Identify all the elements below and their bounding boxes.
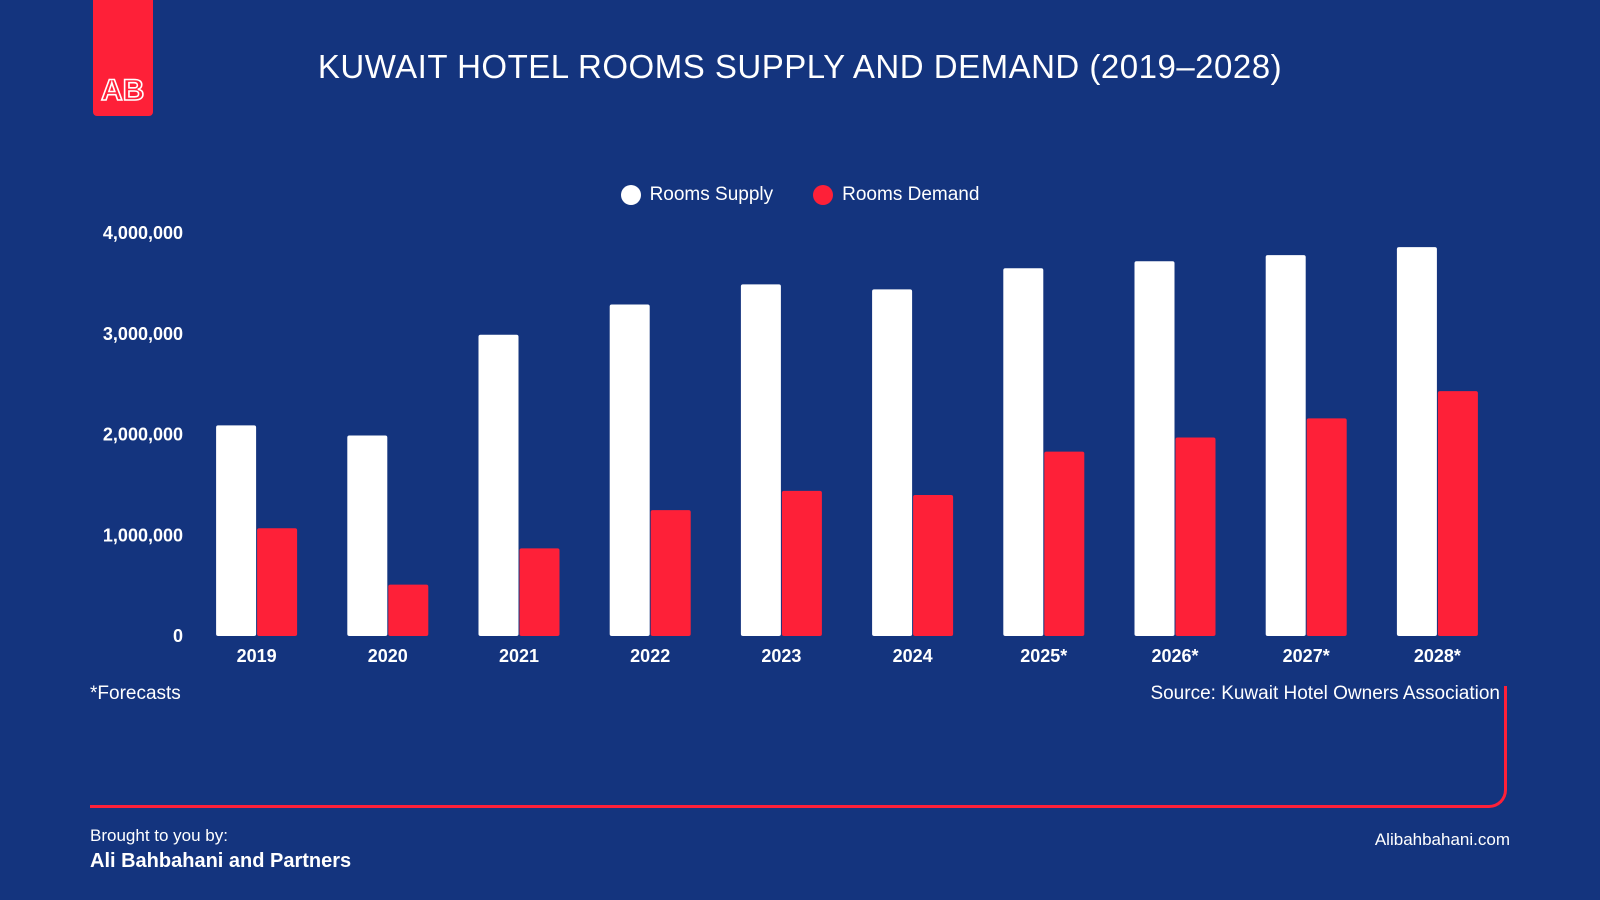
x-tick-label: 2021 bbox=[499, 646, 539, 666]
demand-bar bbox=[913, 494, 954, 636]
x-tick-label: 2023 bbox=[761, 646, 801, 666]
x-tick-label: 2026* bbox=[1151, 646, 1198, 666]
supply-bar bbox=[478, 334, 519, 636]
x-tick-label: 2022 bbox=[630, 646, 670, 666]
legend-label-demand: Rooms Demand bbox=[842, 184, 980, 205]
supply-bar bbox=[740, 284, 781, 636]
x-tick-label: 2027* bbox=[1283, 646, 1330, 666]
y-tick-label: 1,000,000 bbox=[103, 525, 183, 545]
supply-bar bbox=[872, 289, 913, 636]
company-name: Ali Bahbahani and Partners bbox=[90, 850, 352, 872]
supply-bar bbox=[1265, 255, 1306, 637]
demand-bar bbox=[388, 584, 429, 636]
legend-swatch-supply bbox=[620, 185, 641, 205]
decorative-bracket-line bbox=[90, 686, 1507, 808]
supply-bar bbox=[1134, 261, 1175, 636]
demand-bar bbox=[781, 490, 822, 636]
logo-mark-icon: AB bbox=[100, 73, 145, 108]
supply-bar bbox=[216, 425, 257, 636]
demand-bar bbox=[257, 528, 298, 636]
legend-item-demand: Rooms Demand bbox=[813, 184, 979, 206]
website-link[interactable]: Alibahbahani.com bbox=[1374, 830, 1510, 849]
source-note: Source: Kuwait Hotel Owners Association bbox=[1150, 683, 1500, 704]
x-tick-label: 2025* bbox=[1020, 646, 1067, 666]
x-tick-label: 2019 bbox=[237, 646, 277, 666]
bar-chart: 0 1,000,000 2,000,000 3,000,000 4,000,000 201… bbox=[103, 223, 1478, 666]
page-title: KUWAIT HOTEL ROOMS SUPPLY AND DEMAND (20… bbox=[317, 48, 1283, 85]
y-tick-label: 0 bbox=[173, 626, 183, 646]
demand-bar bbox=[650, 510, 691, 636]
demand-bar bbox=[519, 548, 560, 636]
supply-bar bbox=[609, 304, 650, 636]
brand-logo: AB bbox=[93, 0, 153, 116]
y-tick-label: 4,000,000 bbox=[103, 223, 183, 243]
y-tick-label: 2,000,000 bbox=[103, 425, 183, 445]
demand-bar bbox=[1044, 451, 1085, 636]
demand-bar bbox=[1437, 391, 1478, 636]
demand-bar bbox=[1175, 437, 1216, 636]
legend-swatch-demand bbox=[813, 185, 834, 205]
supply-bar bbox=[347, 435, 388, 636]
brought-by-label: Brought to you by: bbox=[90, 826, 228, 845]
x-tick-label: 2020 bbox=[368, 646, 408, 666]
legend-item-supply: Rooms Supply bbox=[620, 184, 774, 206]
logo-text: AB bbox=[101, 74, 144, 107]
x-tick-label: 2028* bbox=[1414, 646, 1461, 666]
forecast-footnote: *Forecasts bbox=[90, 683, 181, 704]
supply-bar bbox=[1396, 247, 1437, 637]
legend-label-supply: Rooms Supply bbox=[649, 184, 774, 205]
chart-legend: Rooms Supply Rooms Demand bbox=[0, 184, 1600, 206]
demand-bar bbox=[1306, 418, 1347, 636]
y-tick-label: 3,000,000 bbox=[103, 324, 183, 344]
x-tick-label: 2024 bbox=[893, 646, 933, 666]
supply-bar bbox=[1003, 268, 1044, 636]
